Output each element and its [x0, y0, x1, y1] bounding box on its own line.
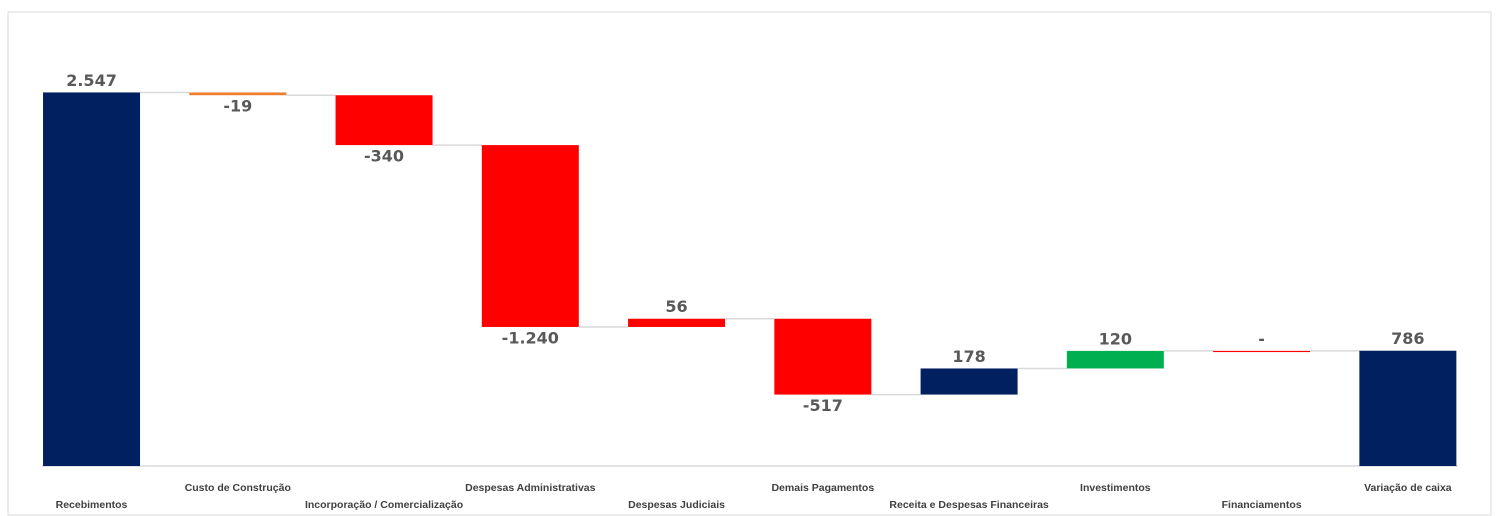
x-tick-label: Financiamentos: [1222, 499, 1302, 511]
value-label: -340: [364, 147, 404, 166]
bar: [1066, 350, 1164, 369]
value-label: 178: [952, 347, 985, 366]
x-tick-label: Recebimentos: [56, 499, 128, 511]
bar: [481, 145, 579, 327]
value-label: 56: [665, 297, 687, 316]
x-tick-label: Demais Pagamentos: [771, 482, 874, 494]
x-tick-label: Incorporação / Comercialização: [305, 499, 463, 511]
chart-border: [7, 11, 1492, 516]
value-label: 2.547: [66, 71, 117, 90]
value-label: -: [1258, 329, 1265, 348]
value-label: -517: [803, 396, 843, 415]
bar: [335, 95, 433, 146]
value-label: -19: [223, 97, 252, 116]
bar: [628, 318, 726, 327]
bar: [1359, 350, 1457, 466]
value-label: -1.240: [502, 328, 559, 347]
bar: [920, 368, 1018, 395]
bar: [774, 318, 872, 395]
x-tick-label: Custo de Construção: [185, 482, 291, 494]
bar: [1213, 350, 1311, 353]
bar: [43, 92, 141, 466]
x-tick-label: Variação de caixa: [1364, 482, 1452, 494]
x-tick-label: Despesas Administrativas: [465, 482, 595, 494]
x-tick-label: Receita e Despesas Financeiras: [889, 499, 1049, 511]
x-tick-label: Despesas Judiciais: [628, 499, 725, 511]
value-label: 120: [1099, 329, 1132, 348]
value-label: 786: [1391, 329, 1424, 348]
bar: [189, 92, 287, 96]
x-tick-label: Investimentos: [1080, 482, 1151, 494]
